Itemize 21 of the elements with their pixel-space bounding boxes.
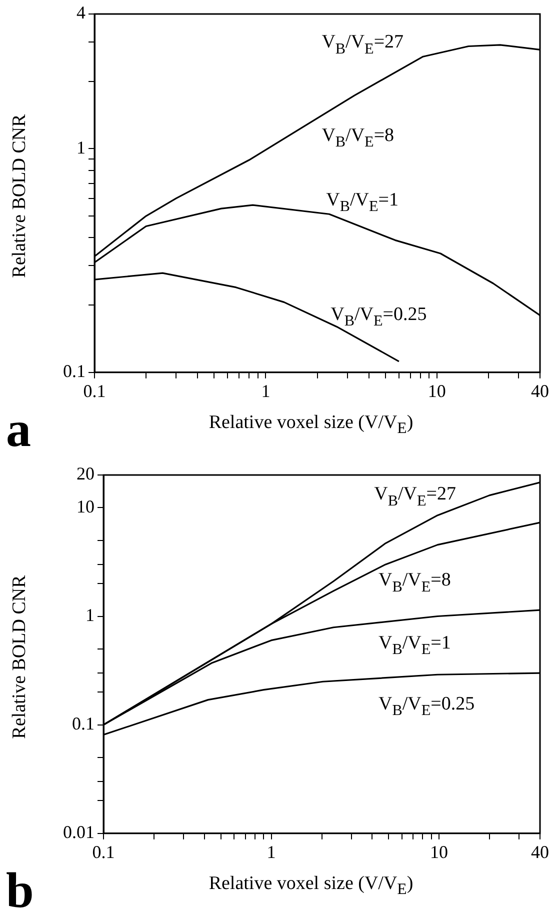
- x-tick-label: 1: [261, 380, 270, 401]
- x-tick-label: 0.1: [92, 842, 115, 862]
- text: a: [6, 400, 31, 458]
- y-tick-label: 20: [76, 464, 94, 484]
- x-axis-title: Relative voxel size (V/V$_{E}$): [208, 412, 414, 437]
- y-tick-label: 0.1: [63, 361, 86, 382]
- x-tick-label: 1: [266, 842, 276, 862]
- y-tick-label: 1: [76, 137, 86, 158]
- x-tick-label: 40: [531, 842, 549, 862]
- text: b: [6, 861, 34, 919]
- x-tick-label: 10: [430, 842, 448, 862]
- y-tick-label: 4: [76, 2, 86, 23]
- y-tick-label: 1: [86, 604, 94, 625]
- x-tick-label: 40: [531, 380, 549, 401]
- y-tick-label: 0.01: [63, 822, 94, 842]
- x-axis-title: Relative voxel size (V/V$_{E}$): [208, 873, 414, 898]
- y-axis-title: Relative BOLD CNR: [9, 113, 31, 280]
- x-tick-label: 10: [428, 380, 446, 401]
- y-tick-label: 10: [76, 496, 94, 516]
- y-axis-title: Relative BOLD CNR: [9, 574, 31, 741]
- y-tick-label: 0.1: [72, 714, 94, 734]
